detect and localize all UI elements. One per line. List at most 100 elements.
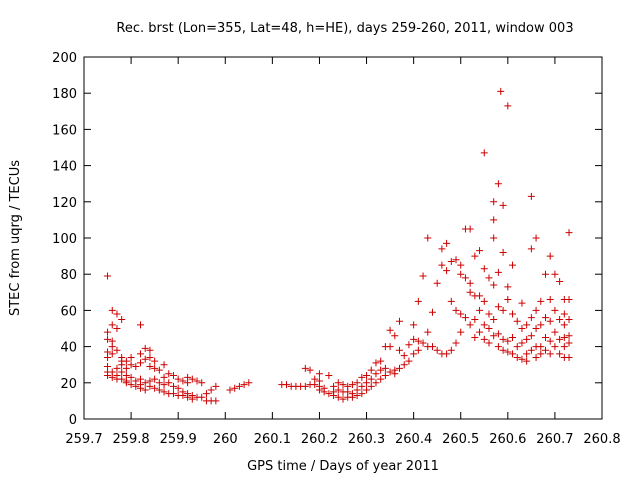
data-point <box>504 283 512 291</box>
y-tick-label: 0 <box>69 413 77 428</box>
data-point <box>141 386 149 394</box>
data-point <box>504 296 512 304</box>
data-point <box>396 346 404 354</box>
data-point <box>400 361 408 369</box>
data-point <box>212 382 220 390</box>
x-tick-label: 260.1 <box>254 432 291 447</box>
data-point <box>160 361 168 369</box>
data-points <box>104 87 573 405</box>
data-point <box>499 248 507 256</box>
data-point <box>198 393 206 401</box>
data-point <box>160 381 168 389</box>
data-point <box>438 261 446 269</box>
data-point <box>104 272 112 280</box>
data-point <box>485 310 493 318</box>
data-point <box>372 370 380 378</box>
data-point <box>245 379 253 387</box>
data-point <box>466 288 474 296</box>
data-point <box>155 366 163 374</box>
data-point <box>160 388 168 396</box>
data-point <box>466 279 474 287</box>
data-point <box>494 343 502 351</box>
data-point <box>556 315 564 323</box>
data-point <box>325 390 333 398</box>
data-point <box>151 384 159 392</box>
data-point <box>137 359 145 367</box>
data-point <box>367 382 375 390</box>
data-point <box>104 372 112 380</box>
data-point <box>108 343 116 351</box>
y-tick-label: 60 <box>60 304 77 319</box>
x-tick-label: 260.8 <box>583 432 620 447</box>
y-tick-label: 160 <box>52 123 77 138</box>
data-point <box>532 353 540 361</box>
data-point <box>113 310 121 318</box>
data-point <box>560 310 568 318</box>
data-point <box>565 353 573 361</box>
data-point <box>461 314 469 322</box>
data-point <box>202 390 210 398</box>
data-point <box>118 375 126 383</box>
data-point <box>315 370 323 378</box>
data-point <box>334 393 342 401</box>
data-point <box>424 328 432 336</box>
data-point <box>518 325 526 332</box>
data-point <box>480 265 488 273</box>
data-point <box>137 384 145 392</box>
data-point <box>104 328 112 336</box>
data-point <box>348 393 356 401</box>
data-point <box>565 332 573 340</box>
data-point <box>532 234 540 242</box>
data-point <box>386 326 394 334</box>
data-point <box>372 379 380 387</box>
data-point <box>386 368 394 376</box>
data-point <box>480 321 488 329</box>
data-point <box>452 306 460 314</box>
data-point <box>497 87 505 95</box>
data-point <box>551 343 559 351</box>
data-point <box>532 325 540 332</box>
data-point <box>504 337 512 345</box>
data-point <box>513 317 521 325</box>
data-point <box>358 373 366 381</box>
data-point <box>546 252 554 260</box>
data-point <box>447 346 455 354</box>
data-point <box>490 234 498 242</box>
data-point <box>457 270 465 278</box>
data-point <box>410 335 418 343</box>
data-point <box>315 386 323 394</box>
data-point <box>301 382 309 390</box>
data-point <box>527 346 535 354</box>
data-point <box>146 363 154 371</box>
x-tick-label: 260.4 <box>395 432 432 447</box>
y-tick-label: 140 <box>52 160 77 175</box>
y-tick-label: 20 <box>60 377 77 392</box>
data-point <box>132 382 140 390</box>
y-axis-label: STEC from uqrg / TECUs <box>8 160 23 316</box>
x-tick-label: 260.3 <box>348 432 385 447</box>
data-point <box>410 350 418 358</box>
data-point <box>353 379 361 387</box>
data-point <box>499 346 507 354</box>
data-point <box>363 379 371 387</box>
data-point <box>391 332 399 340</box>
data-point <box>372 359 380 367</box>
data-point <box>551 328 559 336</box>
data-point <box>325 372 333 380</box>
y-tick-label: 200 <box>52 51 77 66</box>
data-point <box>169 390 177 398</box>
data-point <box>334 379 342 387</box>
data-point <box>490 198 498 206</box>
data-point <box>480 149 488 157</box>
data-point <box>476 328 484 336</box>
data-point <box>179 391 187 399</box>
data-point <box>127 373 135 381</box>
data-point <box>231 384 239 392</box>
data-point <box>513 353 521 361</box>
data-point <box>320 388 328 396</box>
data-point <box>386 343 394 351</box>
y-tick-label: 180 <box>52 87 77 102</box>
data-point <box>556 277 564 285</box>
data-point <box>226 386 234 394</box>
data-point <box>188 395 196 403</box>
